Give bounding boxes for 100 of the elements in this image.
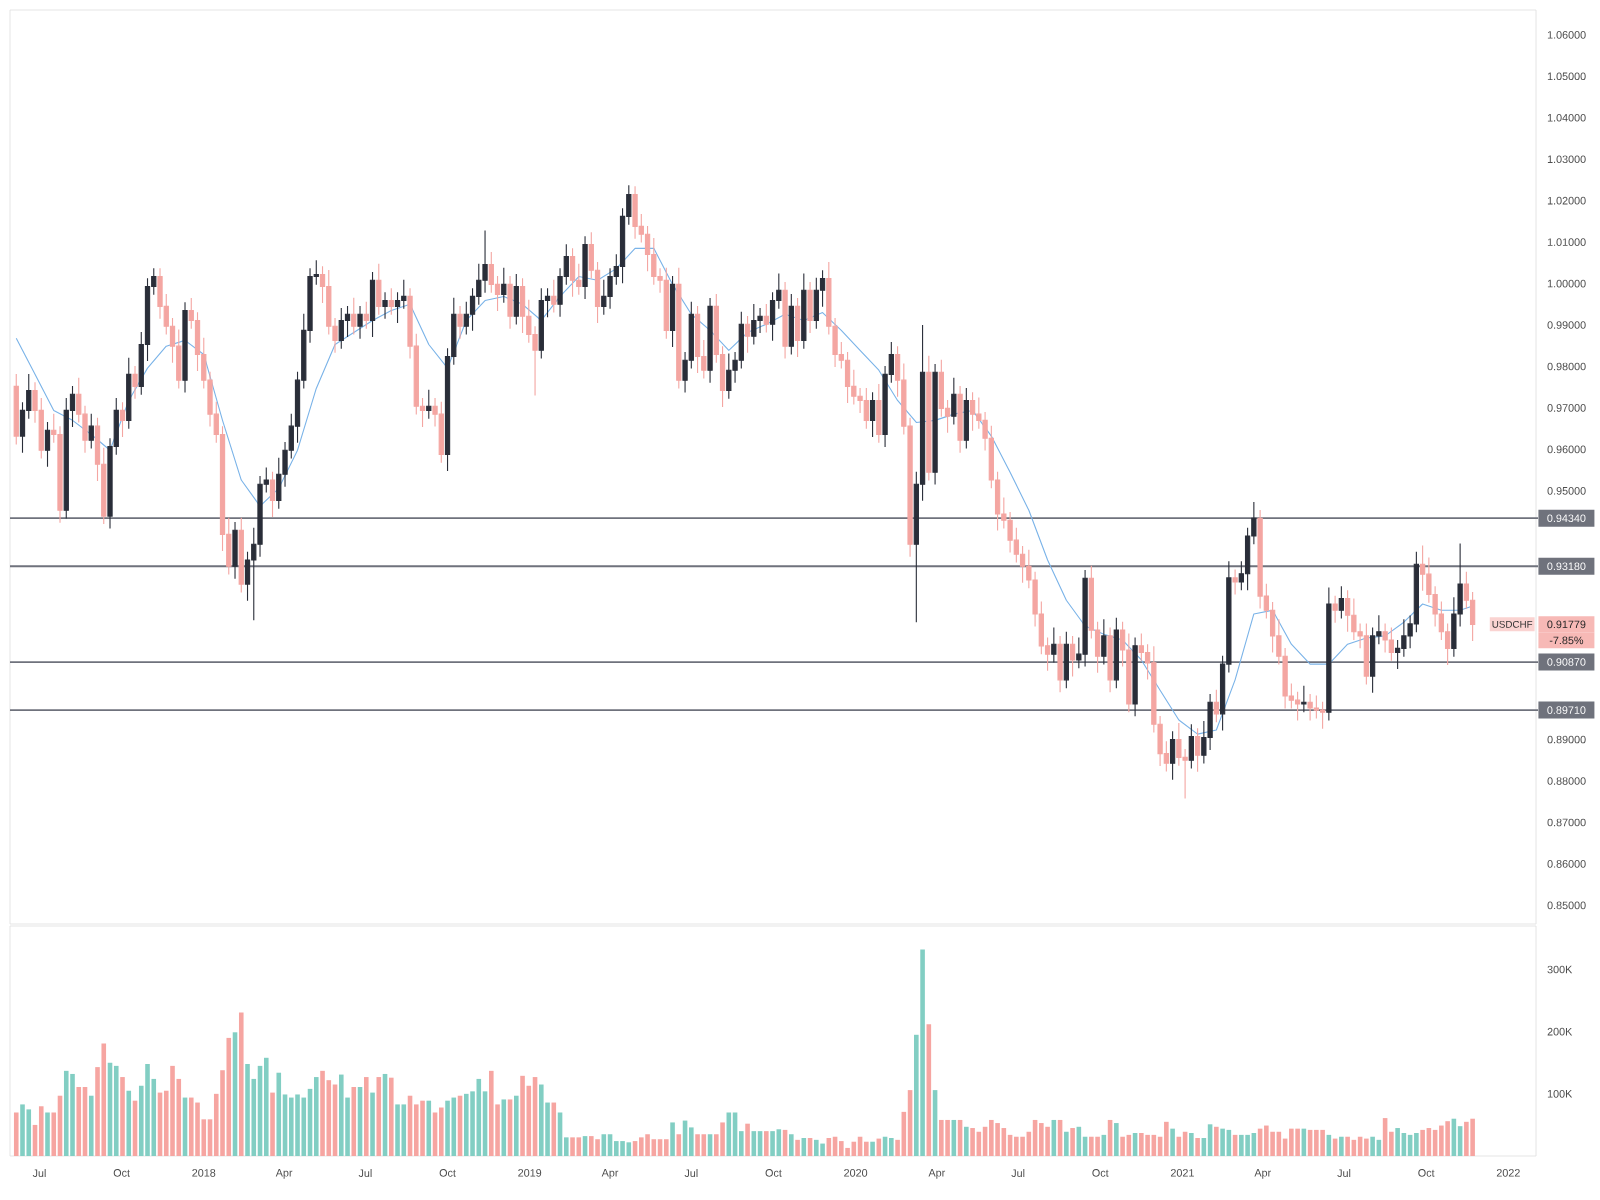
bar bbox=[238, 1012, 244, 1156]
candlestick bbox=[363, 301, 369, 330]
bar bbox=[20, 1104, 25, 1156]
candlestick bbox=[232, 521, 238, 580]
bar bbox=[195, 1102, 200, 1156]
candlestick bbox=[969, 391, 976, 432]
bar bbox=[376, 1077, 382, 1156]
candlestick bbox=[1169, 730, 1176, 781]
bar bbox=[814, 1139, 819, 1156]
bar bbox=[145, 1064, 150, 1156]
candlestick bbox=[44, 421, 51, 468]
bar bbox=[438, 1107, 444, 1156]
bar bbox=[1239, 1134, 1244, 1156]
bar bbox=[1014, 1136, 1019, 1156]
bar bbox=[13, 1112, 19, 1156]
bar bbox=[1120, 1136, 1125, 1156]
candlestick bbox=[1294, 691, 1301, 722]
candlestick bbox=[1057, 635, 1063, 693]
bar bbox=[120, 1077, 125, 1156]
candlestick bbox=[676, 267, 682, 389]
bar bbox=[463, 1093, 469, 1156]
bar bbox=[501, 1099, 507, 1156]
bar bbox=[420, 1100, 425, 1156]
candlestick bbox=[1382, 622, 1388, 654]
bar bbox=[170, 1065, 175, 1156]
candlestick bbox=[869, 391, 876, 438]
bar bbox=[1139, 1133, 1144, 1156]
candlestick bbox=[269, 471, 276, 518]
bar bbox=[1320, 1129, 1325, 1156]
candlestick bbox=[88, 413, 94, 450]
bar bbox=[88, 1095, 94, 1156]
candlestick bbox=[1069, 635, 1076, 678]
bar bbox=[395, 1104, 400, 1156]
candlestick bbox=[763, 303, 769, 334]
bar bbox=[295, 1094, 300, 1156]
candlestick bbox=[582, 235, 588, 300]
bar bbox=[764, 1131, 769, 1156]
bar bbox=[301, 1097, 307, 1156]
line-series bbox=[15, 247, 1474, 735]
bar bbox=[989, 1119, 994, 1156]
candlestick bbox=[669, 275, 676, 348]
bar bbox=[789, 1134, 794, 1156]
bar bbox=[1114, 1123, 1119, 1156]
bar bbox=[664, 1139, 669, 1156]
bar bbox=[889, 1137, 894, 1156]
bar bbox=[451, 1097, 457, 1156]
bar bbox=[288, 1097, 294, 1156]
bar bbox=[1264, 1125, 1269, 1156]
bar bbox=[1245, 1134, 1250, 1156]
candlestick bbox=[13, 373, 19, 445]
bar bbox=[1170, 1128, 1175, 1156]
bar bbox=[1189, 1133, 1194, 1156]
candlestick bbox=[1113, 617, 1119, 689]
bar bbox=[1314, 1129, 1319, 1156]
bar bbox=[1195, 1137, 1200, 1156]
bar bbox=[70, 1073, 75, 1156]
candlestick bbox=[1332, 595, 1338, 624]
candlestick bbox=[1232, 569, 1238, 596]
bar bbox=[513, 1095, 519, 1156]
candlestick bbox=[182, 301, 188, 394]
candlestick bbox=[1344, 589, 1351, 633]
bar bbox=[639, 1137, 644, 1156]
bar bbox=[445, 1100, 450, 1156]
bar bbox=[1395, 1128, 1400, 1156]
bar bbox=[1414, 1133, 1419, 1156]
candlestick bbox=[338, 307, 344, 350]
bar bbox=[589, 1136, 594, 1156]
bar bbox=[413, 1104, 419, 1156]
bar bbox=[670, 1122, 675, 1156]
candlestick bbox=[501, 267, 507, 304]
bar bbox=[551, 1102, 557, 1156]
candlestick bbox=[813, 277, 819, 330]
bar bbox=[370, 1092, 375, 1156]
candlestick bbox=[569, 247, 576, 298]
candlestick bbox=[132, 365, 138, 400]
bar bbox=[1045, 1126, 1050, 1156]
bar bbox=[820, 1143, 825, 1156]
bar bbox=[576, 1137, 582, 1156]
bar bbox=[839, 1141, 844, 1156]
candlestick bbox=[1301, 685, 1307, 713]
bar bbox=[720, 1122, 725, 1156]
bar bbox=[1289, 1128, 1294, 1156]
candlestick bbox=[1307, 693, 1313, 722]
candlestick bbox=[1082, 569, 1088, 668]
bar bbox=[795, 1139, 800, 1156]
bar bbox=[745, 1123, 750, 1156]
candlestick bbox=[876, 383, 882, 444]
bar bbox=[488, 1070, 494, 1156]
bar bbox=[1439, 1125, 1444, 1156]
candlestick bbox=[1351, 598, 1357, 641]
candlestick bbox=[744, 315, 751, 354]
bar bbox=[245, 1064, 250, 1156]
bar bbox=[1339, 1136, 1344, 1156]
candlestick bbox=[807, 281, 813, 334]
bar bbox=[45, 1112, 50, 1156]
bar bbox=[426, 1100, 432, 1156]
bar bbox=[126, 1090, 132, 1156]
candlestick bbox=[507, 275, 513, 330]
candlestick bbox=[538, 287, 544, 360]
bar bbox=[101, 1043, 107, 1156]
